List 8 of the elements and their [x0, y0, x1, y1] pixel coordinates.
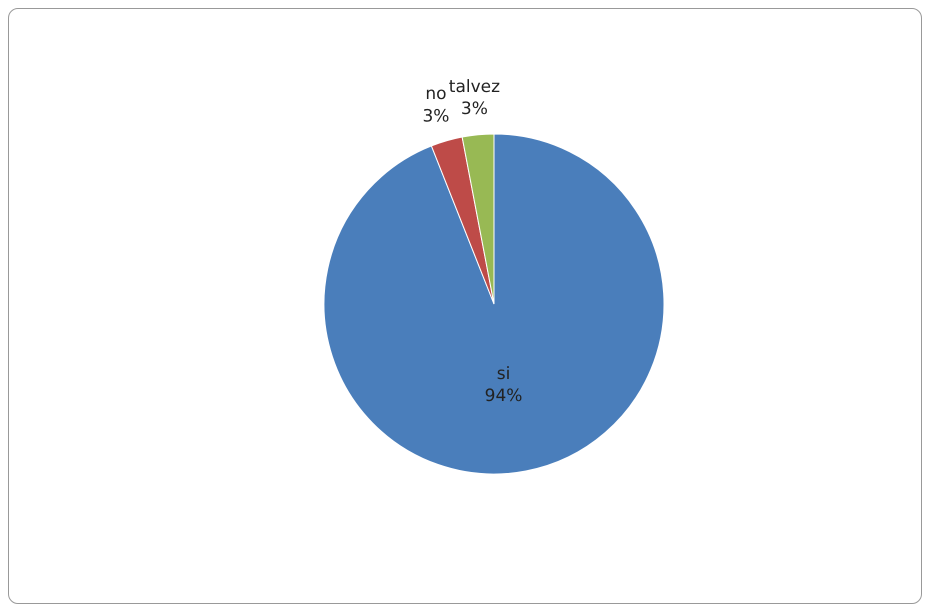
- slice-label: talvez: [448, 76, 500, 97]
- slice-label: si: [496, 364, 510, 384]
- pie-slice: [430, 136, 494, 304]
- data-label: 94%: [484, 386, 522, 406]
- slice-label: no: [425, 84, 447, 104]
- data-label: 3%: [460, 98, 488, 119]
- pie-slice: [324, 134, 664, 474]
- data-label: 3%: [422, 106, 450, 126]
